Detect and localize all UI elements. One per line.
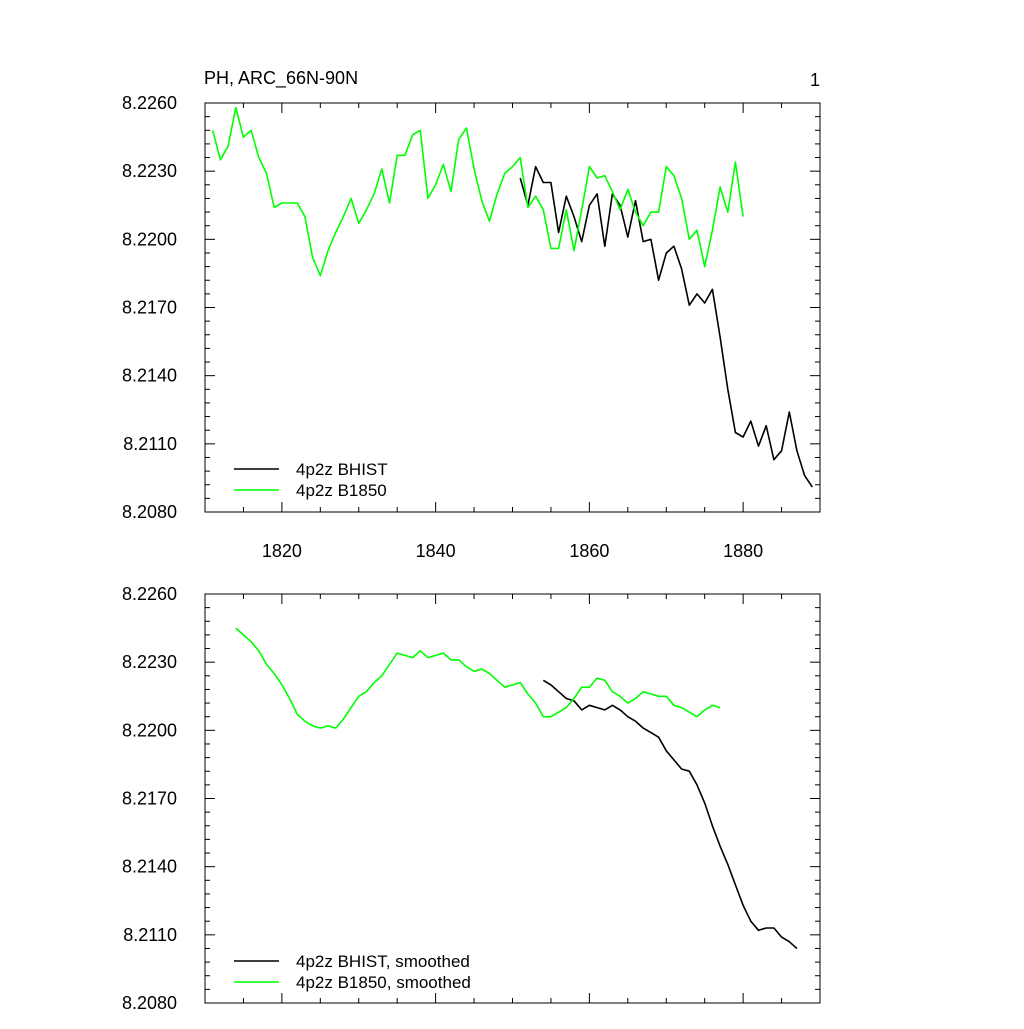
legend-label-b1850-smoothed: 4p2z B1850, smoothed bbox=[296, 973, 471, 992]
series-line-4p2z-b1850-smoothed bbox=[235, 627, 721, 729]
series-line-4p2z-b1850 bbox=[211, 106, 744, 277]
y-tick-label: 8.2140 bbox=[122, 857, 177, 877]
series-lines bbox=[235, 627, 798, 950]
y-tick-label: 8.2260 bbox=[122, 93, 177, 113]
series-line-4p2z-bhist bbox=[519, 165, 813, 488]
y-tick-label: 8.2080 bbox=[122, 502, 177, 522]
y-tick-label: 8.2200 bbox=[122, 720, 177, 740]
x-tick-label: 1820 bbox=[262, 541, 302, 561]
legend: 4p2z BHIST 4p2z B1850 bbox=[234, 460, 388, 500]
y-tick-label: 8.2110 bbox=[123, 434, 177, 454]
legend-label-bhist: 4p2z BHIST bbox=[296, 460, 388, 479]
axis-ticks: 8.2080 8.2110 8.2140 8.2170 8.2200 8.2230 8.22… bbox=[122, 584, 821, 1013]
x-tick-label: 1840 bbox=[416, 541, 456, 561]
axis-ticks: 1820 1840 1860 1880 8.2080 8.2110 8.2140 8.2170… bbox=[122, 93, 821, 561]
legend-label-b1850: 4p2z B1850 bbox=[296, 481, 387, 500]
series-lines bbox=[211, 106, 813, 488]
y-tick-label: 8.2080 bbox=[122, 993, 177, 1013]
plot-frame bbox=[204, 102, 821, 513]
plot-frame bbox=[204, 593, 821, 1004]
x-tick-label: 1860 bbox=[569, 541, 609, 561]
x-tick-label: 1880 bbox=[723, 541, 763, 561]
y-tick-label: 8.2260 bbox=[122, 584, 177, 604]
legend: 4p2z BHIST, smoothed 4p2z B1850, smoothe… bbox=[234, 952, 471, 992]
y-tick-label: 8.2230 bbox=[122, 652, 177, 672]
y-tick-label: 8.2140 bbox=[122, 366, 177, 386]
panel-label: 1 bbox=[810, 70, 820, 90]
y-tick-label: 8.2170 bbox=[122, 789, 177, 809]
y-tick-label: 8.2230 bbox=[122, 161, 177, 181]
legend-label-bhist-smoothed: 4p2z BHIST, smoothed bbox=[296, 952, 470, 971]
y-tick-label: 8.2200 bbox=[122, 229, 177, 249]
panel-title: PH, ARC_66N-90N bbox=[204, 68, 358, 89]
y-tick-label: 8.2170 bbox=[122, 298, 177, 318]
series-line-4p2z-bhist-smoothed bbox=[542, 679, 798, 950]
y-tick-label: 8.2110 bbox=[123, 925, 177, 945]
bottom-panel: 8.2080 8.2110 8.2140 8.2170 8.2200 8.2230 8.22… bbox=[122, 584, 821, 1013]
top-panel: PH, ARC_66N-90N 1 1820 1840 1860 1880 8.2080… bbox=[122, 68, 821, 561]
